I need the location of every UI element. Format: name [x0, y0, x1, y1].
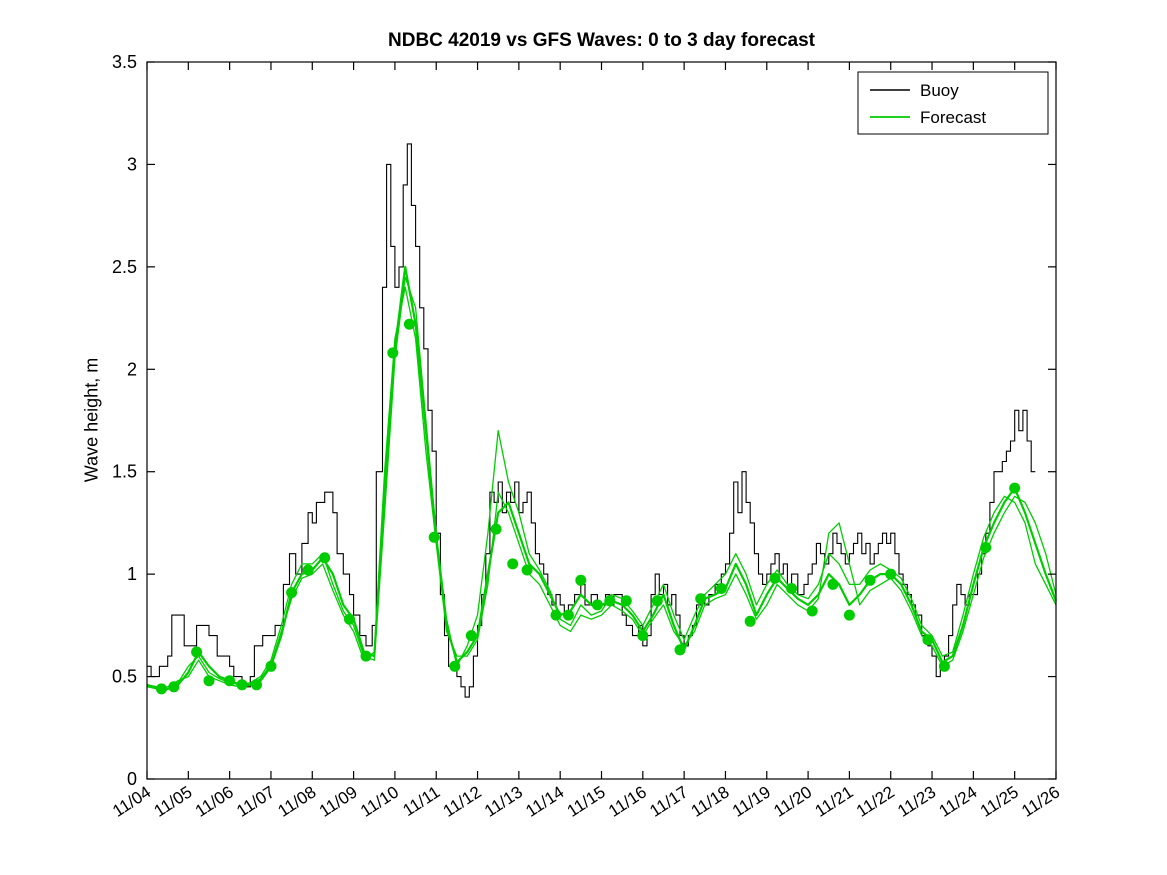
- forecast-marker: [591, 599, 603, 611]
- forecast-marker: [922, 634, 934, 646]
- forecast-marker: [651, 595, 663, 607]
- x-tick-label: 11/11: [399, 782, 443, 820]
- x-tick-label: 11/26: [1018, 782, 1063, 820]
- x-tick-label: 11/10: [357, 782, 402, 820]
- y-tick-label: 1: [127, 564, 137, 584]
- forecast-marker: [203, 675, 215, 687]
- x-tick-label: 11/18: [688, 782, 733, 820]
- x-tick-label: 11/20: [770, 782, 815, 820]
- forecast-marker: [637, 630, 649, 642]
- forecast-marker: [449, 660, 461, 672]
- x-tick-label: 11/12: [440, 782, 485, 820]
- x-tick-label: 11/06: [192, 782, 237, 820]
- forecast-marker: [286, 587, 298, 599]
- forecast-marker: [403, 318, 415, 330]
- y-axis-label: Wave height, m: [81, 357, 102, 483]
- forecast-marker: [191, 646, 203, 658]
- x-tick-label: 11/24: [936, 782, 981, 820]
- x-tick-label: 11/22: [853, 782, 898, 820]
- forecast-marker: [715, 583, 727, 594]
- forecast-marker: [1009, 482, 1021, 494]
- forecast-marker: [251, 679, 262, 691]
- forecast-marker: [786, 583, 798, 594]
- forecast-marker: [168, 681, 180, 693]
- forecast-marker: [827, 578, 839, 590]
- forecast-marker: [428, 531, 440, 543]
- forecast-marker: [575, 574, 587, 586]
- legend-label-0: Buoy: [920, 81, 959, 100]
- y-tick-label: 3.5: [112, 52, 137, 72]
- forecast-marker: [156, 683, 167, 695]
- forecast-marker: [360, 650, 372, 662]
- buoy-line: [147, 143, 1036, 698]
- forecast-marker: [302, 564, 314, 576]
- forecast-marker: [550, 609, 562, 621]
- forecast-marker: [843, 609, 855, 621]
- x-tick-label: 11/05: [151, 782, 196, 820]
- x-tick-label: 11/15: [564, 782, 609, 820]
- legend-box: [857, 71, 1049, 135]
- forecast-marker: [521, 564, 533, 576]
- x-tick-label: 11/19: [729, 782, 774, 820]
- x-tick-label: 11/16: [605, 782, 650, 820]
- plot-border: [146, 61, 1057, 780]
- forecast-line-2: [146, 286, 1057, 690]
- forecast-marker: [562, 609, 574, 621]
- forecast-marker: [695, 593, 707, 605]
- chart-title: NDBC 42019 vs GFS Waves: 0 to 3 day fore…: [388, 30, 815, 51]
- forecast-marker: [465, 630, 477, 642]
- x-tick-label: 11/09: [316, 782, 361, 820]
- forecast-marker: [806, 605, 818, 617]
- forecast-marker: [344, 613, 355, 625]
- forecast-marker: [236, 679, 248, 691]
- forecast-marker: [885, 568, 897, 580]
- x-tick-label: 11/17: [646, 782, 691, 820]
- legend-label-1: Forecast: [920, 108, 986, 127]
- forecast-marker: [674, 644, 686, 656]
- forecast-marker: [938, 660, 950, 672]
- forecast-marker: [265, 660, 277, 672]
- forecast-marker: [744, 615, 756, 627]
- forecast-marker: [980, 542, 992, 553]
- x-tick-label: 11/13: [481, 782, 526, 820]
- forecast-marker: [864, 574, 876, 586]
- forecast-marker: [769, 572, 781, 584]
- y-tick-label: 1.5: [112, 462, 137, 482]
- x-tick-label: 11/23: [894, 782, 939, 820]
- forecast-line-1: [146, 276, 1057, 690]
- y-tick-label: 3: [127, 154, 137, 174]
- forecast-marker: [490, 523, 502, 535]
- forecast-marker: [604, 595, 616, 607]
- x-tick-label: 11/07: [233, 782, 278, 820]
- x-tick-label: 11/08: [274, 782, 319, 820]
- y-tick-label: 2.5: [112, 257, 137, 277]
- forecast-marker: [387, 347, 399, 359]
- forecast-marker: [507, 558, 519, 570]
- y-tick-label: 2: [127, 359, 137, 379]
- x-tick-label: 11/21: [812, 782, 857, 820]
- x-tick-label: 11/14: [522, 782, 567, 820]
- forecast-marker: [620, 595, 632, 607]
- x-tick-label: 11/25: [977, 782, 1022, 820]
- forecast-marker: [224, 675, 236, 687]
- y-tick-label: 0.5: [112, 667, 137, 687]
- y-tick-label: 0: [127, 769, 137, 789]
- forecast-marker: [319, 552, 331, 564]
